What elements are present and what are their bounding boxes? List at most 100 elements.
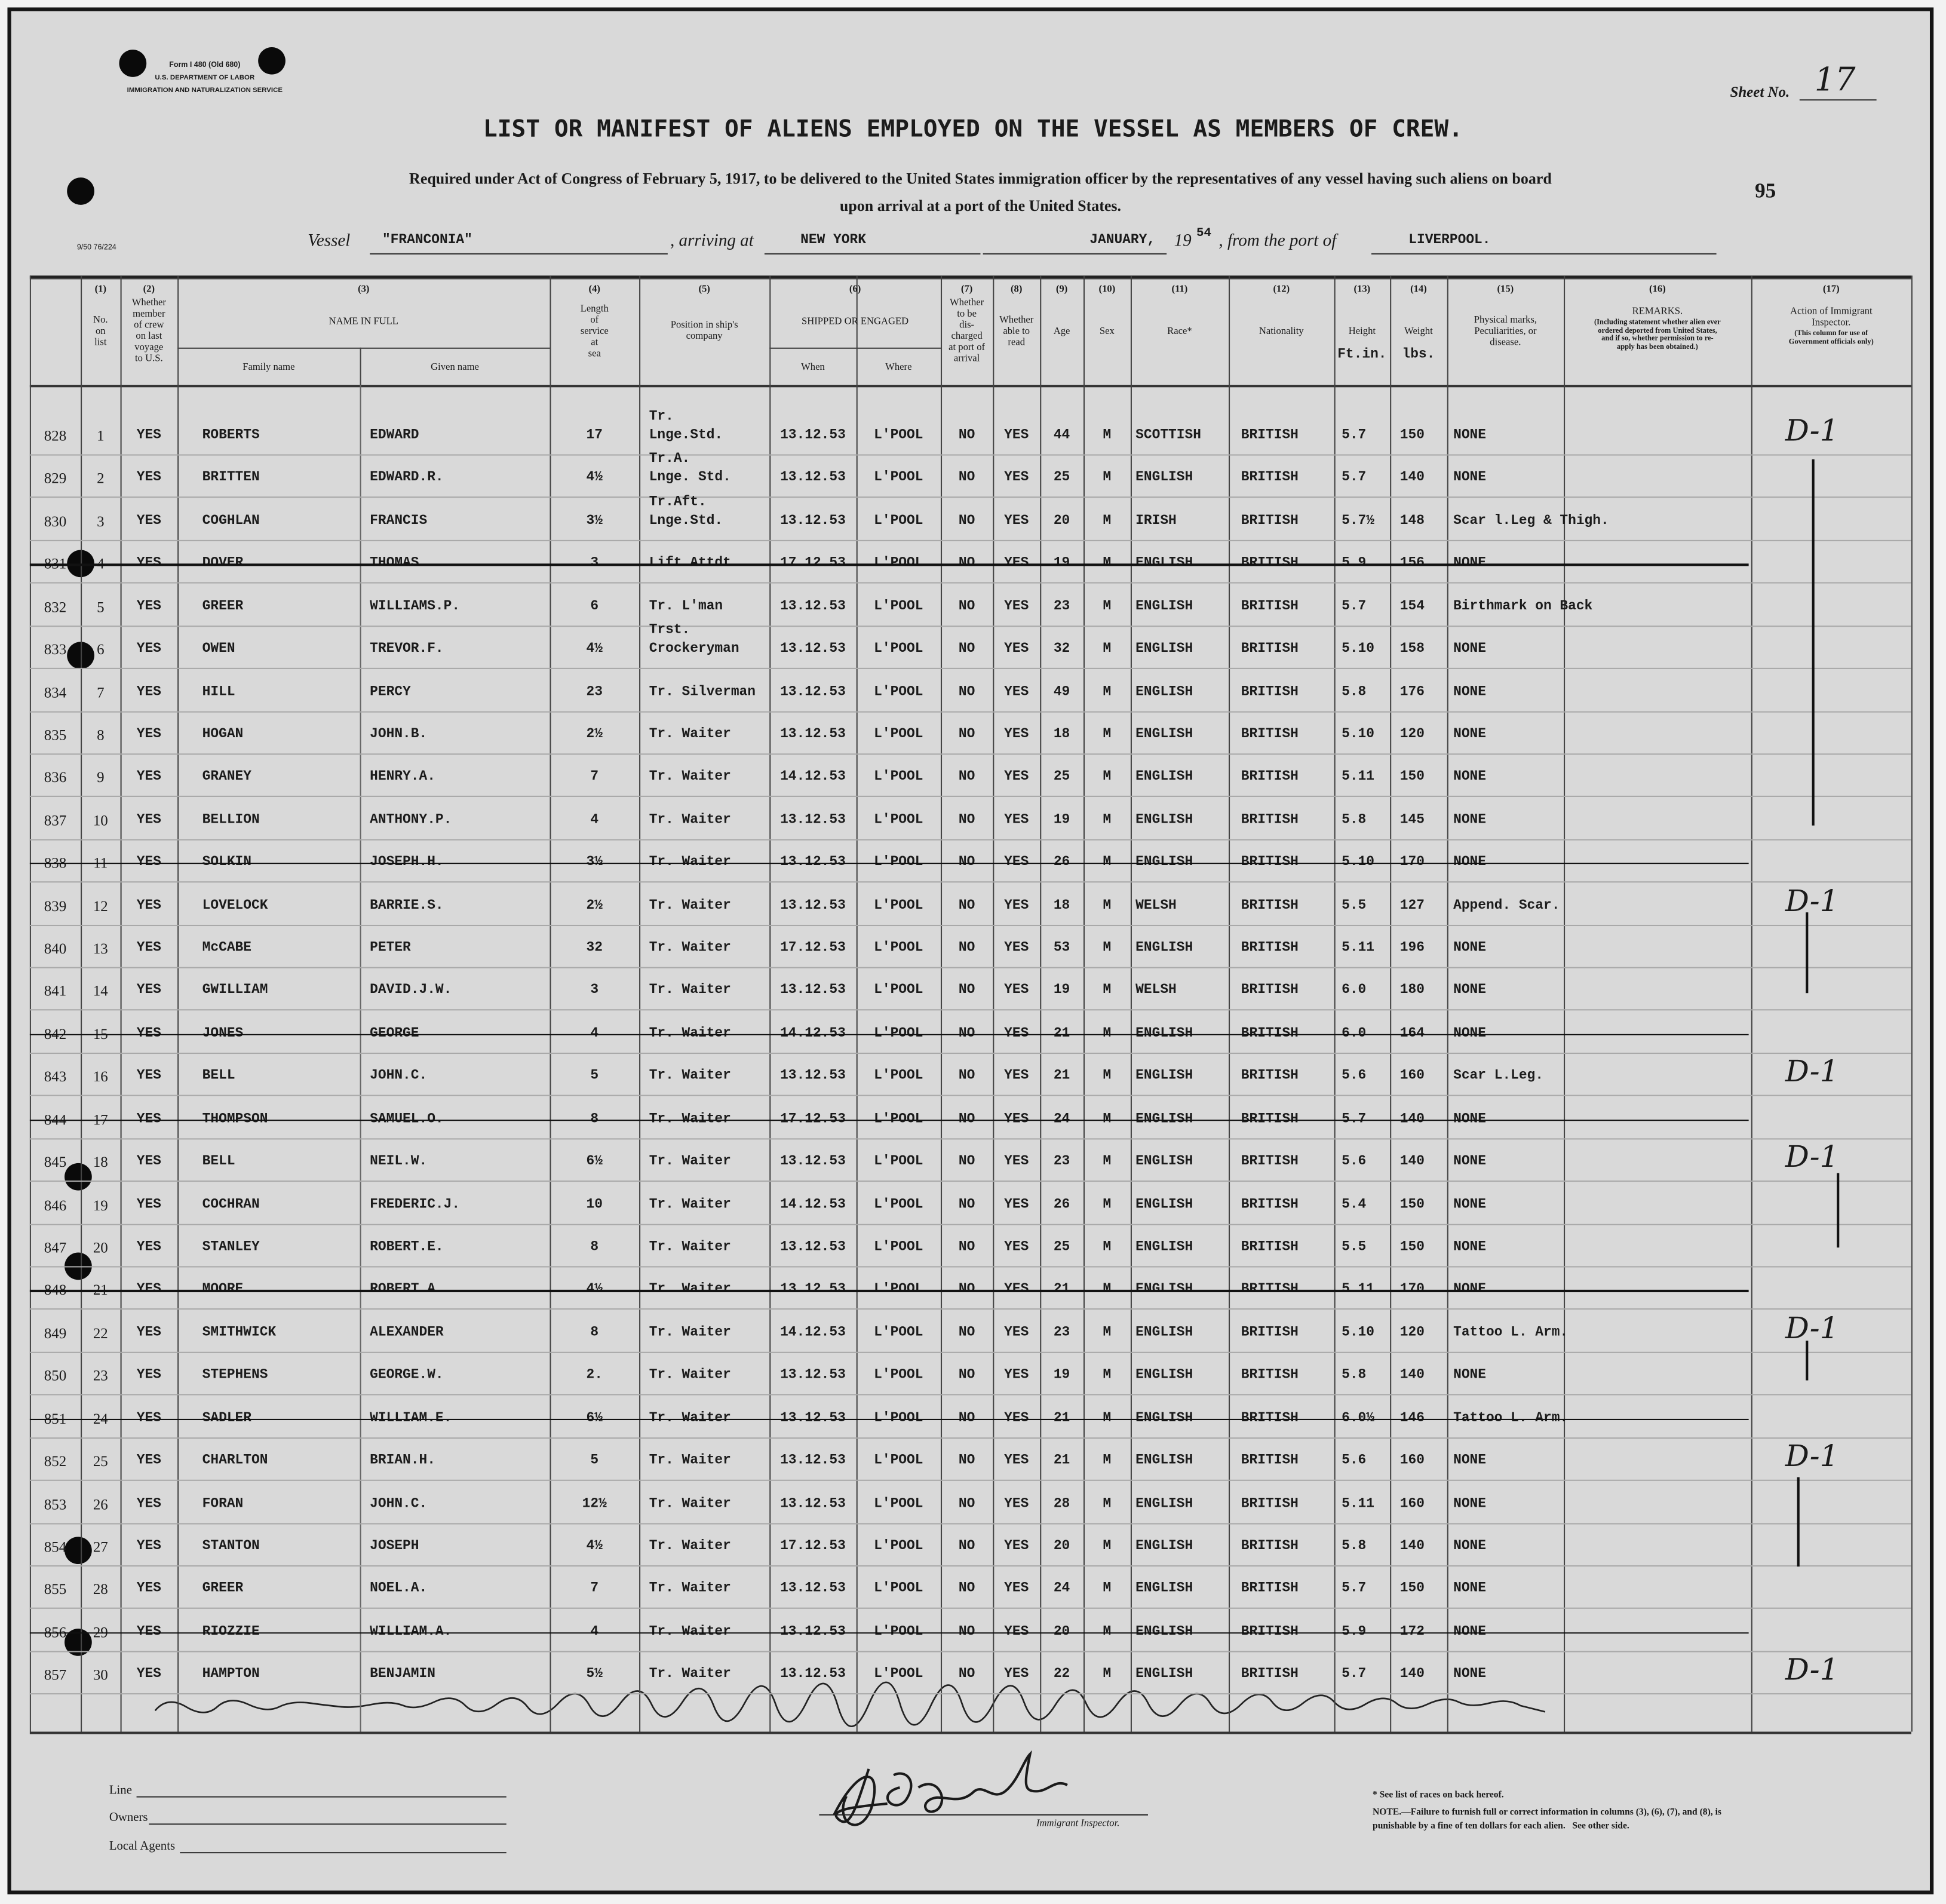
cell: L'POOL	[874, 1667, 923, 1682]
column-unit: Ft.in.	[1337, 347, 1387, 363]
cell: YES	[1004, 1581, 1029, 1597]
cell: 15	[93, 1025, 108, 1043]
cell: 17.12.53	[780, 941, 846, 956]
cell: YES	[136, 599, 161, 614]
cell: 21	[1053, 1069, 1070, 1084]
subheader-rule	[177, 347, 550, 349]
column-rule	[1564, 275, 1566, 1732]
cell: 180	[1399, 983, 1425, 999]
cell: L'POOL	[874, 599, 923, 614]
column-rule	[1083, 275, 1085, 1732]
cell: BRITISH	[1241, 941, 1299, 956]
cell: 13.12.53	[780, 983, 846, 999]
cell: 19	[1053, 813, 1070, 828]
cell: 8	[550, 1111, 639, 1129]
cell: 17	[93, 1111, 108, 1129]
strike-through	[29, 1119, 1749, 1121]
manifest-sheet	[7, 7, 1934, 1894]
cell: L'POOL	[874, 513, 923, 529]
cell: L'POOL	[874, 428, 923, 443]
cell: 17.12.53	[780, 1539, 846, 1555]
cell: ENGLISH	[1135, 1197, 1193, 1213]
column-number: (15)	[1497, 283, 1514, 295]
cell: 3	[590, 983, 599, 999]
cell: NO	[958, 513, 975, 529]
cell: 176	[1399, 684, 1425, 700]
cell: 127	[1399, 898, 1425, 913]
cell: YES	[1004, 1112, 1029, 1127]
cell: NONE	[1453, 1496, 1486, 1511]
column-rule	[1040, 275, 1042, 1732]
cell: 13.12.53	[780, 1154, 846, 1170]
cell: 855	[44, 1580, 67, 1598]
cell: NONE	[1453, 813, 1486, 828]
cell: WELSH	[1135, 983, 1177, 999]
cell: YES	[1004, 684, 1029, 700]
cell: 835	[44, 726, 67, 744]
cell: 841	[44, 982, 67, 1000]
cell: 18	[1053, 898, 1070, 913]
cell: 5.7	[1342, 471, 1367, 486]
cell: 5	[97, 597, 105, 615]
cell: 49	[1053, 684, 1070, 700]
cell: M	[1103, 1368, 1112, 1384]
cell: 6	[590, 599, 599, 614]
cell: 839	[44, 897, 67, 915]
cell: 24	[1053, 1112, 1070, 1127]
cell: 28	[93, 1580, 108, 1598]
cell: 832	[44, 597, 67, 615]
subtitle: upon arrival at a port of the United Sta…	[839, 197, 1122, 215]
cell: NONE	[1453, 1197, 1486, 1213]
column-note: (This column for use of Government offic…	[1788, 330, 1874, 346]
cell: NO	[958, 1112, 975, 1127]
column-number: (12)	[1273, 283, 1290, 295]
cell: FORAN	[202, 1496, 244, 1511]
cell: 13.12.53	[780, 1069, 846, 1084]
cell: 5.8	[1342, 1539, 1367, 1555]
cell: 6½	[586, 1154, 603, 1170]
cell: 5.10	[1342, 727, 1374, 743]
cell: YES	[136, 898, 161, 913]
departure-port: LIVERPOOL.	[1408, 233, 1491, 249]
cell: 13.12.53	[780, 684, 846, 700]
cell: 17.12.53	[780, 1112, 846, 1127]
cell: 23	[1053, 599, 1070, 614]
inspector-bracket	[1806, 1341, 1809, 1381]
cell: Tr. Waiter	[649, 1197, 731, 1213]
cell: BRITISH	[1241, 1240, 1299, 1255]
column-label: Weight	[1404, 325, 1433, 337]
cell: 13.12.53	[780, 642, 846, 657]
cell: BRITISH	[1241, 642, 1299, 657]
cell: NO	[958, 941, 975, 956]
fill-line	[180, 1852, 507, 1854]
cell: NONE	[1453, 983, 1486, 999]
cell: BRITISH	[1241, 1325, 1299, 1341]
cell: L'POOL	[874, 898, 923, 913]
cell: YES	[136, 513, 161, 529]
punch-hole	[67, 642, 94, 669]
subheader-rule	[769, 347, 941, 349]
column-rule	[360, 385, 361, 1732]
arrival-year: 54	[1196, 227, 1211, 241]
cell: ENGLISH	[1135, 1454, 1193, 1469]
subtitle: Required under Act of Congress of Februa…	[409, 170, 1552, 188]
sheet-number: 17	[1814, 62, 1856, 100]
cell: YES	[136, 1496, 161, 1511]
cell: NO	[958, 1197, 975, 1213]
cell: 14.12.53	[780, 1325, 846, 1341]
cell: YES	[1004, 1667, 1029, 1682]
inspector-action: D-1	[1785, 1054, 1839, 1089]
cell: JOHN.C.	[370, 1069, 428, 1084]
cell: 23	[93, 1367, 108, 1385]
title: LIST OR MANIFEST OF ALIENS EMPLOYED ON T…	[483, 115, 1463, 143]
cell: 18	[93, 1153, 108, 1171]
cell: 6.0	[1342, 983, 1367, 999]
cell: L'POOL	[874, 1325, 923, 1341]
cell: 13.12.53	[780, 1240, 846, 1255]
column-sublabel: When	[801, 361, 825, 373]
cell: 140	[1399, 471, 1425, 486]
cell: 160	[1399, 1496, 1425, 1511]
column-number: (9)	[1055, 283, 1068, 295]
cell: YES	[1004, 813, 1029, 828]
cell: 16	[93, 1068, 108, 1086]
